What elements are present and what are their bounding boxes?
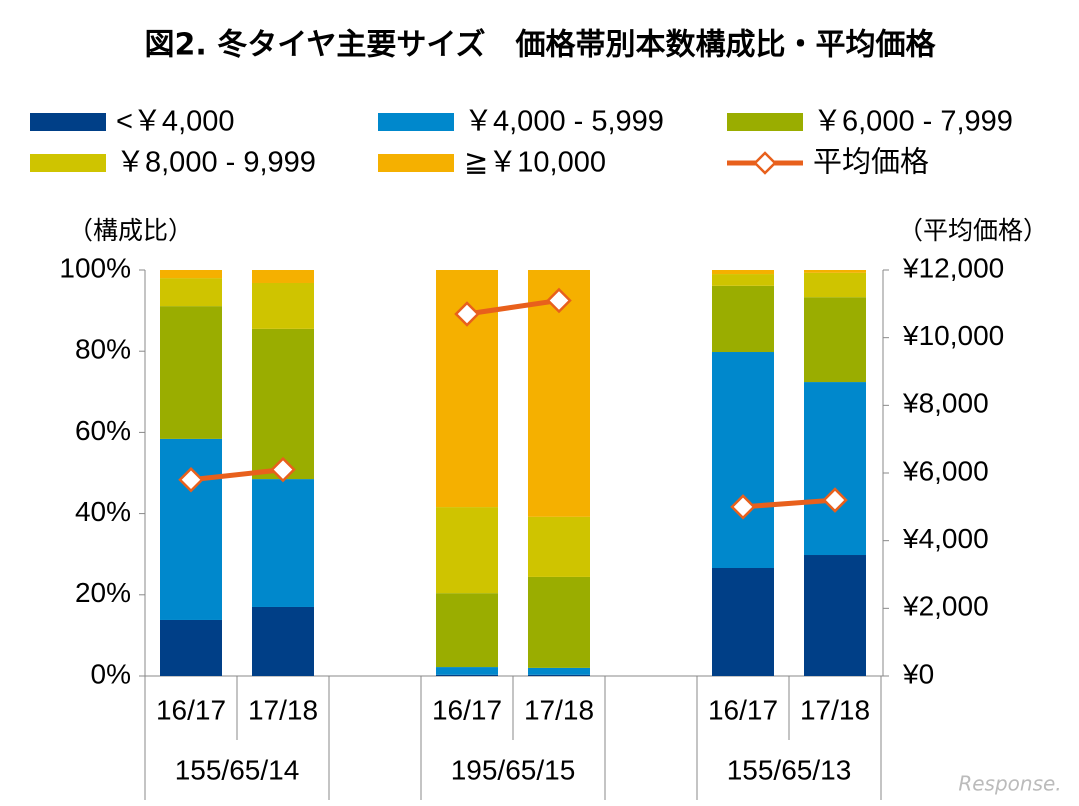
legend-label: ￥8,000 - 9,999 [116,147,316,179]
bar-segment [160,278,222,307]
x-tick-label: 17/18 [524,694,594,725]
legend-label: 平均価格 [813,146,929,179]
y2-tick-label: ¥4,000 [902,523,989,554]
bar-segment [252,328,314,480]
line-marker [546,287,572,314]
bar-segment [712,270,774,275]
bar-segment [804,270,866,273]
bar-segment [804,382,866,556]
line-piece [742,497,836,510]
bar-segment [804,555,866,676]
legend-label: ￥4,000 - 5,999 [464,106,664,138]
bar-segment [528,576,590,668]
legend-swatch [30,154,106,172]
bar-segment [712,274,774,286]
bar-segment [804,297,866,383]
legend-label: <￥4,000 [116,106,235,138]
x-tick-label: 17/18 [248,694,318,725]
bar-segment [436,674,498,676]
bar-segment [160,438,222,620]
bar-segment [712,568,774,676]
legend-swatch [378,113,454,131]
group-label: 155/65/13 [727,754,852,785]
y2-tick-label: ¥10,000 [902,320,1004,351]
bar-segment [160,270,222,279]
bar-segment [436,667,498,675]
x-tick-label: 16/17 [156,694,226,725]
watermark: Response. [958,772,1061,796]
x-tick-label: 17/18 [800,694,870,725]
line-marker [270,456,296,483]
group-label: 195/65/15 [451,754,576,785]
bar-segment [252,479,314,607]
y-axis-label: （構成比） [68,216,193,245]
line-marker [730,494,756,520]
line-piece [190,467,284,483]
line-marker [178,466,204,493]
y2-tick-label: ¥6,000 [902,455,989,486]
y-tick-label: 60% [75,415,131,446]
y2-tick-label: ¥0 [902,658,934,689]
legend-label: ≧￥10,000 [464,147,606,179]
bar-segment [712,352,774,569]
line-marker [454,301,480,327]
bar-segment [436,507,498,594]
legend-swatch [378,154,454,172]
bar-segment [528,667,590,675]
bar-segment [436,593,498,668]
line-piece [466,297,560,317]
legend-label: ￥6,000 - 7,999 [813,106,1013,138]
y2-tick-label: ¥2,000 [902,591,989,622]
bar-segment [528,674,590,676]
y-tick-label: 20% [75,577,131,608]
x-tick-label: 16/17 [708,694,778,725]
y-tick-label: 80% [75,334,131,365]
legend-marker [753,151,777,175]
legend-swatch [727,113,803,131]
bar-segment [252,270,314,283]
bar-segment [712,285,774,353]
bar-segment [252,606,314,676]
y2-tick-label: ¥12,000 [902,252,1004,283]
y-tick-label: 40% [75,496,131,527]
chart-title: 図2. 冬タイヤ主要サイズ 価格帯別本数構成比・平均価格 [145,28,937,63]
group-label: 155/65/14 [175,754,300,785]
y2-tick-label: ¥8,000 [902,388,989,419]
legend-swatch [30,113,106,131]
bar-segment [160,306,222,439]
y2-axis-label: （平均価格） [898,216,1048,245]
y-tick-label: 0% [91,658,131,689]
line-marker [822,487,848,513]
bar-segment [252,282,314,329]
bar-segment [528,516,590,577]
bar-segment [804,272,866,298]
y-tick-label: 100% [59,252,131,283]
bar-segment [160,619,222,676]
x-tick-label: 16/17 [432,694,502,725]
